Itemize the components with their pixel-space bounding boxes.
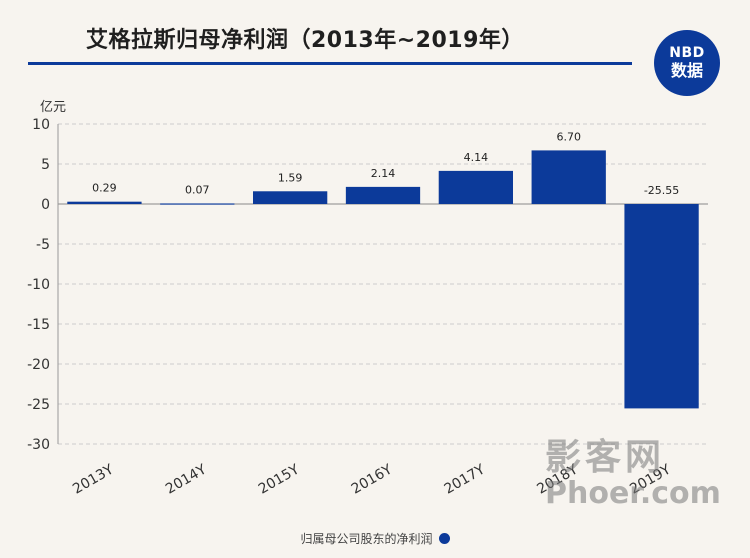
data-label-2014Y: 0.07 bbox=[185, 183, 210, 196]
bar-2016Y bbox=[345, 186, 421, 204]
logo-nbd-text: NBD bbox=[669, 45, 705, 61]
y-tick-label: 5 bbox=[41, 157, 50, 173]
data-label-2018Y: 6.70 bbox=[556, 130, 581, 143]
x-tick-label-2018Y: 2018Y bbox=[534, 461, 581, 497]
y-tick-labels: 10 5 0 -5 -10 -15 -20 -25 -30 bbox=[27, 117, 50, 453]
y-tick-label: -5 bbox=[36, 237, 50, 253]
y-tick-label: -30 bbox=[27, 437, 50, 453]
nbd-logo: NBD 数据 bbox=[654, 30, 720, 96]
data-label-2013Y: 0.29 bbox=[92, 182, 117, 195]
bar-2014Y bbox=[160, 203, 235, 205]
legend: 归属母公司股东的净利润 bbox=[0, 530, 750, 547]
y-tick-label: -25 bbox=[27, 397, 50, 413]
x-tick-labels: 2013Y 2014Y 2015Y 2016Y 2017Y 2018Y 2019Y bbox=[70, 461, 674, 497]
bar-2019Y bbox=[624, 204, 699, 409]
data-labels: 0.29 0.07 1.59 2.14 4.14 6.70 -25.55 bbox=[92, 130, 679, 197]
y-tick-label: 0 bbox=[41, 197, 50, 213]
chart-title: 艾格拉斯归母净利润（2013年~2019年） bbox=[86, 28, 524, 53]
data-label-2016Y: 2.14 bbox=[371, 167, 396, 180]
bar-2015Y bbox=[253, 191, 328, 204]
bars bbox=[67, 150, 699, 409]
data-label-2017Y: 4.14 bbox=[464, 151, 489, 164]
logo-data-text: 数据 bbox=[670, 61, 703, 80]
x-tick-label-2017Y: 2017Y bbox=[442, 461, 489, 497]
y-tick-label: 10 bbox=[32, 117, 50, 133]
bar-2017Y bbox=[438, 170, 513, 204]
x-tick-label-2014Y: 2014Y bbox=[163, 461, 210, 497]
title-underline bbox=[28, 62, 632, 65]
bar-2018Y bbox=[531, 150, 606, 204]
bar-2013Y bbox=[67, 201, 142, 204]
legend-swatch bbox=[438, 533, 450, 544]
x-tick-label-2016Y: 2016Y bbox=[349, 461, 396, 497]
x-tick-label-2015Y: 2015Y bbox=[256, 461, 303, 497]
y-tick-label: -15 bbox=[27, 317, 50, 333]
legend-label: 归属母公司股东的净利润 bbox=[300, 532, 433, 546]
y-tick-label: -10 bbox=[27, 277, 50, 293]
y-tick-label: -20 bbox=[27, 357, 50, 373]
y-axis-unit-label: 亿元 bbox=[40, 100, 67, 115]
data-label-2019Y: -25.55 bbox=[644, 184, 679, 197]
x-tick-label-2019Y: 2019Y bbox=[627, 461, 674, 497]
x-tick-label-2013Y: 2013Y bbox=[70, 461, 117, 497]
data-label-2015Y: 1.59 bbox=[278, 171, 303, 184]
